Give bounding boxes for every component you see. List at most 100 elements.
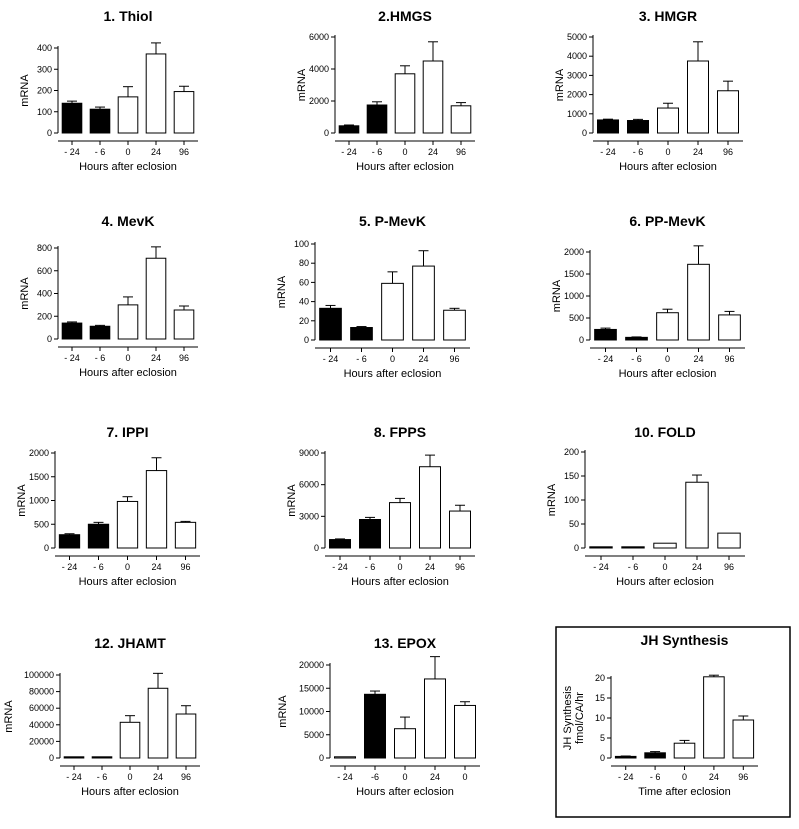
panel-6-y-label: mRNA: [551, 279, 563, 312]
panel-6-x-tick-label: - 6: [631, 354, 642, 364]
panel-12-bar-5: [732, 719, 755, 759]
panel-6-title: 6. PP-MevK: [629, 213, 705, 229]
panel-4-y-tick-label: 400: [37, 289, 52, 299]
panel-8-title: 8. FPPS: [374, 424, 426, 440]
panel-9-x-tick-label: 24: [692, 562, 702, 572]
panel-6-y-tick-label: 500: [569, 313, 584, 323]
panel-7-title: 7. IPPI: [106, 424, 148, 440]
panel-3-x-tick-label: 0: [665, 147, 670, 157]
panel-1-y-tick-label: 200: [37, 86, 52, 96]
panel-12-y-tick-label: 10: [595, 713, 605, 723]
panel-6-x-tick-label: 0: [665, 354, 670, 364]
panel-7-y-tick-label: 0: [44, 543, 49, 553]
panel-6-bar-3: [656, 312, 679, 341]
panel-1-bar-4: [145, 53, 167, 134]
panel-6-y-tick-label: 0: [579, 335, 584, 345]
panel-4-x-tick-label: 24: [151, 353, 161, 363]
panel-12-bar-4: [703, 676, 725, 759]
panel-7-x-tick-label: 24: [151, 562, 161, 572]
panel-6-x-tick-label: 96: [724, 354, 734, 364]
panel-2-x-tick-label: 0: [402, 147, 407, 157]
panel-12-x-tick-label: - 6: [650, 772, 661, 782]
panel-12-bar-1: [614, 755, 637, 759]
panel-8-x-tick-label: 0: [397, 562, 402, 572]
panel-7-x-tick-label: - 24: [62, 562, 78, 572]
panel-10-bar-4: [147, 687, 169, 759]
panel-5-y-tick-label: 60: [299, 277, 309, 287]
panel-2-x-label: Hours after eclosion: [356, 161, 454, 173]
panel-11-y-tick-label: 5000: [304, 730, 324, 740]
panel-12-y-tick-label: 5: [600, 733, 605, 743]
panel-3-y-tick-label: 0: [582, 128, 587, 138]
panel-3-bar-3: [657, 107, 679, 134]
panel-5-y-label: mRNA: [276, 275, 288, 308]
panel-5-bar-5: [443, 309, 466, 341]
panel-1-bar-1: [61, 102, 83, 134]
panel-8-y-label: mRNA: [286, 484, 298, 517]
panel-5-x-tick-label: 24: [418, 354, 428, 364]
panel-5-y-tick-label: 40: [299, 297, 309, 307]
panel-6-y-tick-label: 1500: [564, 269, 584, 279]
panel-5-x-label: Hours after eclosion: [344, 368, 442, 380]
panel-4-x-tick-label: - 6: [95, 353, 106, 363]
panel-10-x-tick-label: - 6: [97, 772, 108, 782]
panel-12-x-tick-label: - 24: [618, 772, 634, 782]
panel-11-title: 13. EPOX: [374, 635, 437, 651]
panel-9-x-tick-label: - 24: [593, 562, 609, 572]
panel-4-y-tick-label: 200: [37, 311, 52, 321]
panel-10-x-label: Hours after eclosion: [81, 786, 179, 798]
panel-5-title: 5. P-MevK: [359, 213, 426, 229]
panel-6-bar-2: [625, 336, 648, 341]
panel-8-x-tick-label: 24: [425, 562, 435, 572]
panel-3-y-tick-label: 3000: [567, 70, 587, 80]
panel-8-x-label: Hours after eclosion: [351, 576, 449, 588]
panel-2-y-label: mRNA: [296, 68, 308, 101]
panel-1-bar-3: [117, 96, 139, 134]
panel-12-y-tick-label: 15: [595, 693, 605, 703]
panel-3-bar-4: [687, 60, 709, 134]
panel-4-x-tick-label: 0: [125, 353, 130, 363]
panel-1-y-label: mRNA: [19, 74, 31, 107]
panel-4-bar-3: [117, 304, 139, 340]
panel-5-bar-3: [381, 282, 404, 341]
panel-3-x-tick-label: - 6: [633, 147, 644, 157]
panel-9-y-tick-label: 200: [564, 447, 579, 457]
panel-12: JH Synthesis 0 5 10 15 20 - 24 - 6 0 24 96 Time aft…: [555, 626, 791, 818]
panel-7-bar-1: [58, 534, 81, 549]
panel-11-x-tick-label: -6: [371, 772, 379, 782]
panel-7-y-tick-label: 1500: [29, 472, 49, 482]
panel-7-x-tick-label: - 6: [93, 562, 104, 572]
panel-1-bar-2: [89, 108, 111, 134]
panel-10-x-tick-label: - 24: [66, 772, 82, 782]
panel-5-y-tick-label: 20: [299, 316, 309, 326]
panel-1-y-tick-label: 0: [47, 128, 52, 138]
panel-10: 12. JHAMT 0 20000 40000 60000 80000 100000 - 24…: [3, 635, 200, 798]
panel-5: 5. P-MevK 0 20 40 60 80 100 - 24 - 6 0 24 96 Hours a…: [276, 213, 470, 380]
panel-11-bar-2: [364, 693, 386, 759]
panel-8-bar-5: [449, 510, 471, 549]
panel-10-bar-5: [175, 713, 197, 759]
panel-2-y-tick-label: 6000: [309, 32, 329, 42]
panel-3-y-tick-label: 4000: [567, 51, 587, 61]
panel-4-bar-5: [173, 309, 195, 340]
panel-12-title: JH Synthesis: [641, 632, 729, 648]
panel-7-bar-2: [87, 523, 110, 549]
panel-7: 7. IPPI 0 500 1000 1500 2000 - 24 - 6 0 24 96Hours…: [16, 424, 200, 588]
panel-12-bar-3: [673, 742, 696, 759]
panel-11-x-label: Hours after eclosion: [356, 786, 454, 798]
panel-5-bar-1: [319, 307, 342, 341]
panel-8-y-tick-label: 3000: [299, 511, 319, 521]
panel-1-x-tick-label: - 24: [64, 147, 80, 157]
panel-10-y-tick-label: 100000: [24, 670, 54, 680]
panel-7-y-tick-label: 500: [34, 519, 49, 529]
panel-10-y-tick-label: 20000: [29, 736, 54, 746]
panel-10-y-tick-label: 80000: [29, 687, 54, 697]
panel-11-bar-4: [424, 678, 446, 759]
panel-9-x-tick-label: 96: [724, 562, 734, 572]
panel-3-y-label: mRNA: [554, 68, 566, 101]
panel-10-y-label: mRNA: [3, 700, 15, 733]
panel-2-bar-2: [366, 104, 388, 134]
